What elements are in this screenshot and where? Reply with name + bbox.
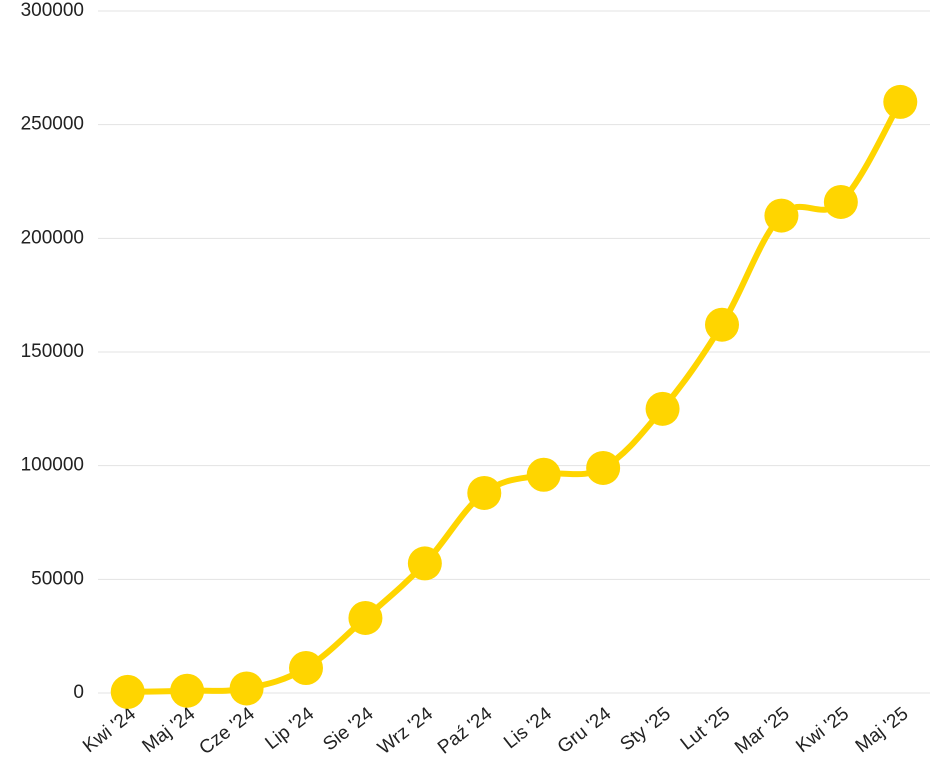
y-tick-label: 250000: [21, 114, 84, 135]
point: [764, 198, 799, 233]
x-tick-label: Sie '24: [319, 703, 378, 755]
point: [467, 475, 502, 510]
point: [526, 457, 561, 492]
point: [110, 674, 145, 709]
point: [289, 650, 323, 685]
point: [705, 307, 739, 342]
x-tick-label: Maj '25: [852, 703, 913, 757]
point: [823, 184, 858, 219]
point: [229, 671, 264, 706]
x-tick-label: Lut '25: [677, 703, 734, 754]
y-tick-label: 150000: [21, 341, 84, 362]
y-tick-label: 200000: [21, 227, 84, 248]
y-tick-label: 0: [73, 682, 84, 703]
y-tick-label: 50000: [31, 568, 84, 589]
point: [883, 84, 918, 119]
y-tick-label: 300000: [21, 0, 84, 21]
point: [170, 673, 205, 708]
line: [127, 100, 903, 695]
x-tick-label: Lip '24: [262, 703, 319, 754]
x-tick-label: Cze '24: [196, 703, 260, 759]
y-tick-label: 100000: [21, 455, 84, 476]
x-tick-label: Paź '24: [434, 703, 497, 758]
x-tick-label: Gru '24: [554, 703, 616, 758]
x-tick-label: Wrz '24: [374, 703, 437, 759]
x-tick-label: Sty '25: [616, 703, 674, 755]
point: [407, 546, 442, 581]
x-tick-label: Maj '24: [139, 703, 200, 757]
x-tick-label: Mar '25: [731, 703, 793, 758]
x-tick-label: Kwi '24: [79, 703, 140, 757]
x-tick-label: Kwi '25: [792, 703, 853, 757]
x-tick-label: Lis '24: [500, 703, 556, 753]
point: [348, 600, 383, 635]
point: [586, 450, 621, 485]
point: [645, 391, 680, 426]
